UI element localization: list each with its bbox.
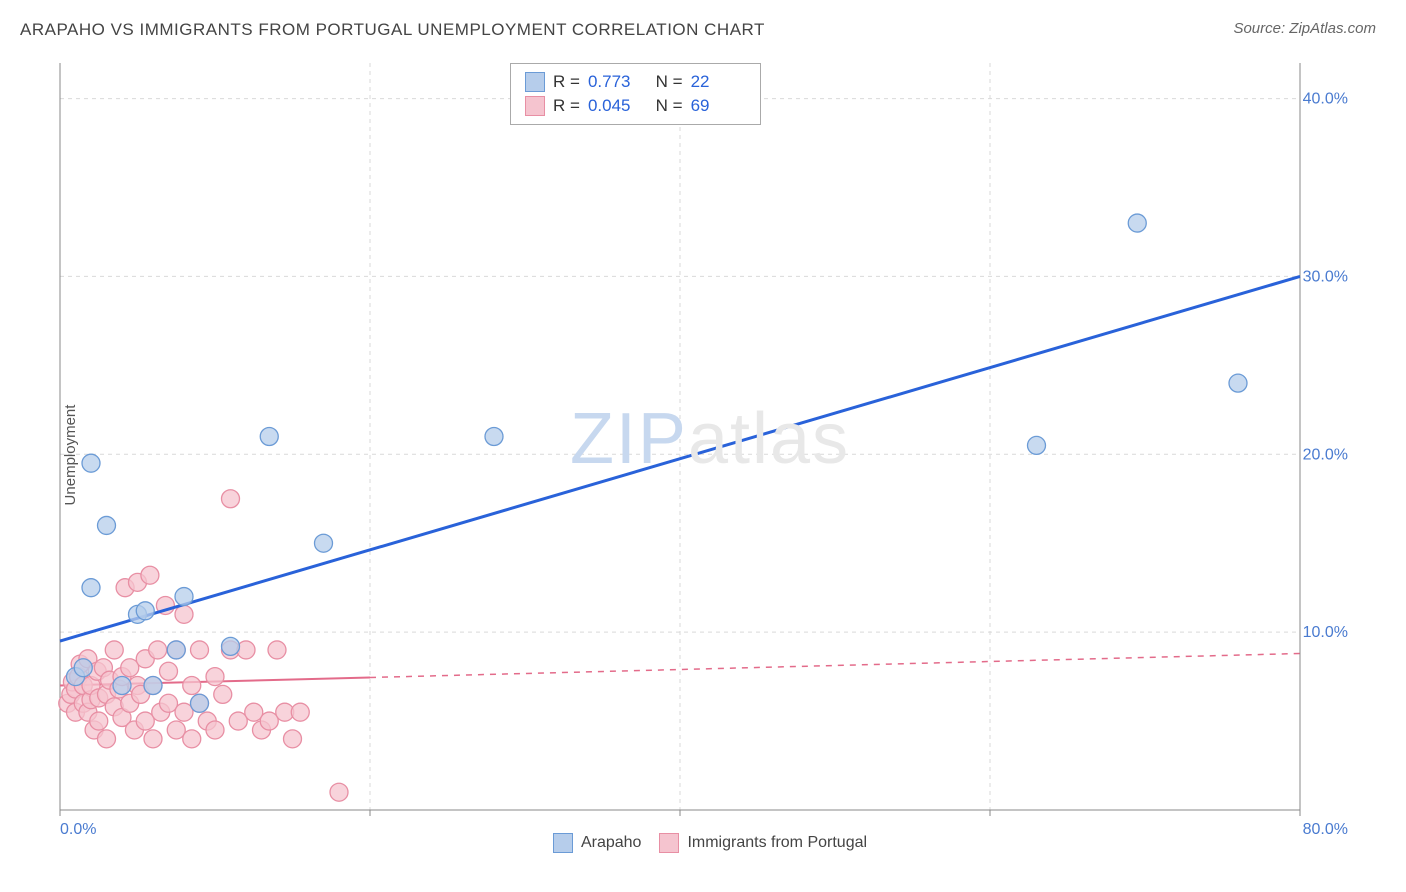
r-value-portugal: 0.045 <box>588 96 643 116</box>
svg-text:20.0%: 20.0% <box>1303 446 1348 463</box>
swatch-portugal <box>525 96 545 116</box>
r-label: R = <box>553 72 580 92</box>
stats-row-portugal: R = 0.045 N = 69 <box>525 94 746 118</box>
legend-swatch-arapaho <box>553 833 573 853</box>
stats-legend: R = 0.773 N = 22 R = 0.045 N = 69 <box>510 63 761 125</box>
y-axis-label: Unemployment <box>62 405 79 506</box>
n-label: N = <box>651 72 683 92</box>
scatter-plot: 10.0%20.0%30.0%40.0%0.0%80.0% <box>50 55 1370 855</box>
n-value-arapaho: 22 <box>691 72 746 92</box>
r-label: R = <box>553 96 580 116</box>
legend-label-portugal: Immigrants from Portugal <box>687 834 867 852</box>
stats-row-arapaho: R = 0.773 N = 22 <box>525 70 746 94</box>
legend-item-arapaho: Arapaho <box>553 833 642 853</box>
n-label: N = <box>651 96 683 116</box>
bottom-legend: Arapaho Immigrants from Portugal <box>50 833 1370 853</box>
svg-text:10.0%: 10.0% <box>1303 624 1348 641</box>
svg-text:30.0%: 30.0% <box>1303 268 1348 285</box>
r-value-arapaho: 0.773 <box>588 72 643 92</box>
chart-header: ARAPAHO VS IMMIGRANTS FROM PORTUGAL UNEM… <box>0 0 1406 50</box>
legend-swatch-portugal <box>659 833 679 853</box>
n-value-portugal: 69 <box>691 96 746 116</box>
legend-label-arapaho: Arapaho <box>581 834 642 852</box>
chart-title: ARAPAHO VS IMMIGRANTS FROM PORTUGAL UNEM… <box>20 20 765 40</box>
chart-area: Unemployment 10.0%20.0%30.0%40.0%0.0%80.… <box>50 55 1370 855</box>
legend-item-portugal: Immigrants from Portugal <box>659 833 867 853</box>
svg-text:40.0%: 40.0% <box>1303 91 1348 108</box>
chart-source: Source: ZipAtlas.com <box>1233 20 1376 37</box>
swatch-arapaho <box>525 72 545 92</box>
